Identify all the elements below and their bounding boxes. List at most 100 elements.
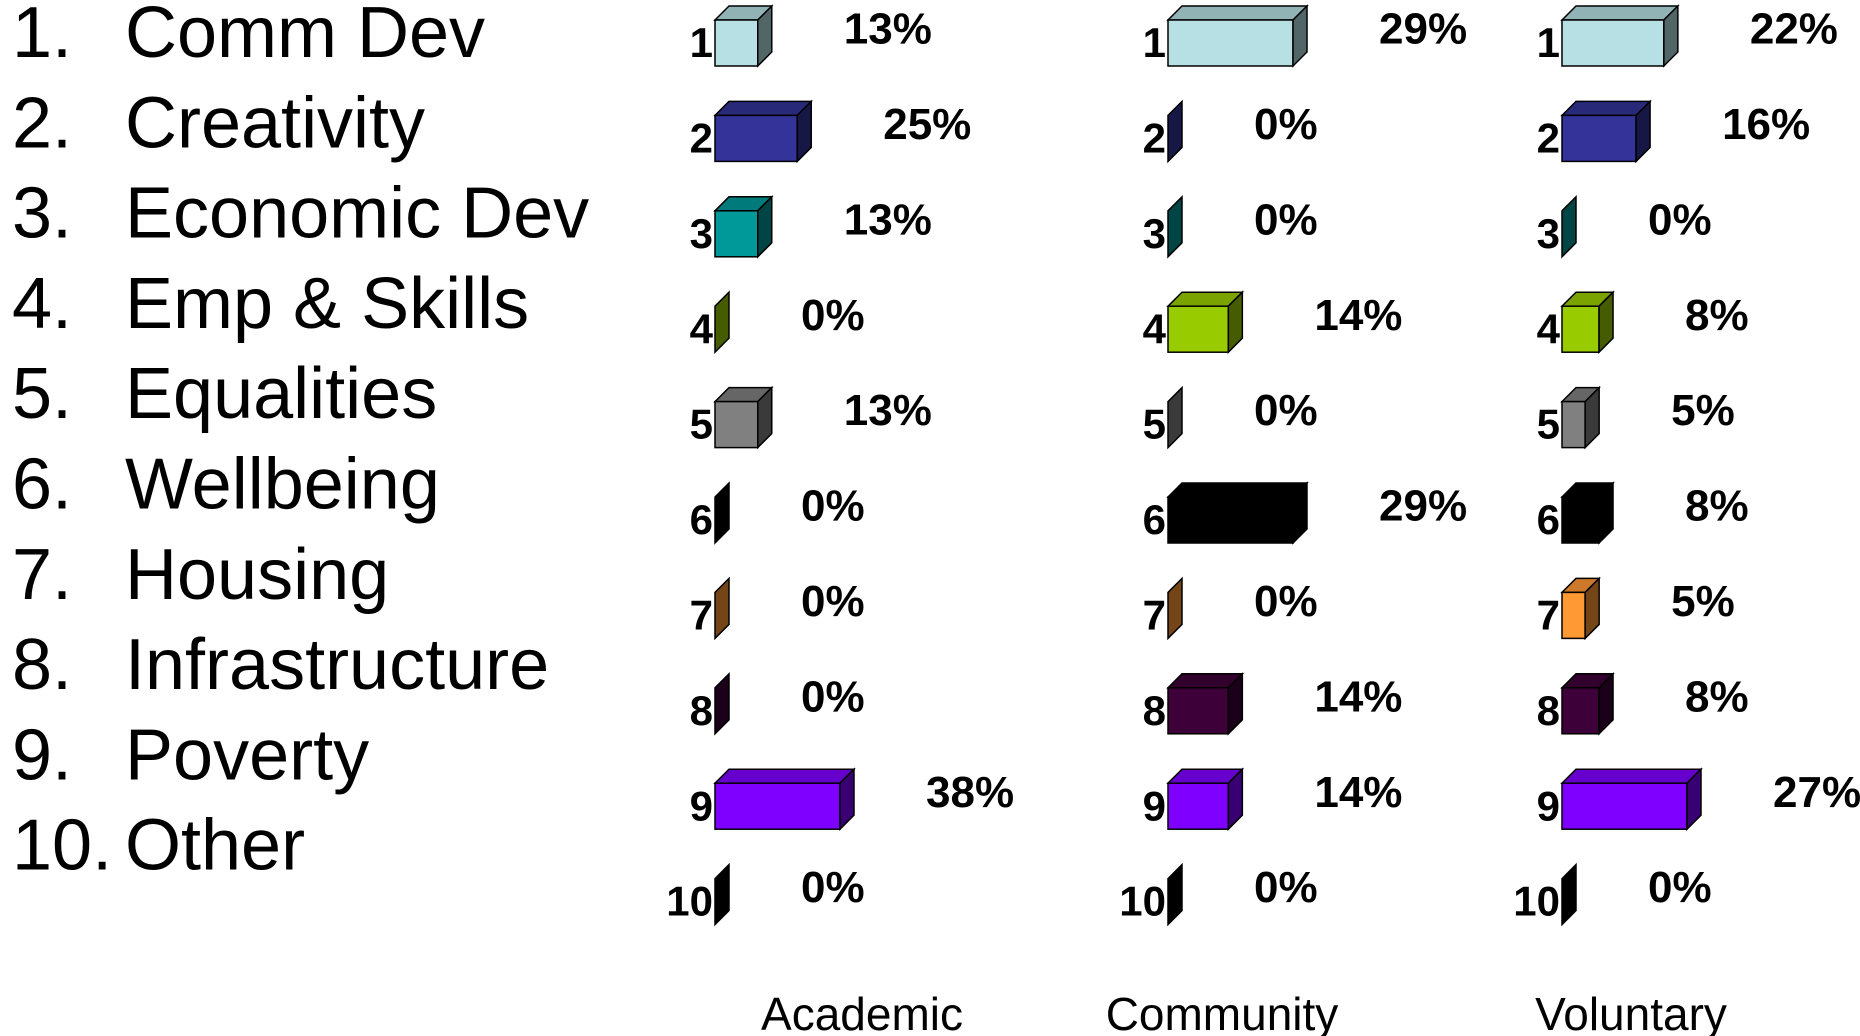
bar-side — [1584, 385, 1600, 450]
legend-number: 3. — [12, 174, 72, 254]
bar — [1167, 496, 1294, 544]
category-label: 2 — [690, 114, 713, 161]
category-label: 6 — [1143, 496, 1166, 543]
bar-top — [1166, 482, 1309, 498]
bar-side — [1598, 671, 1614, 736]
bar-side — [1167, 862, 1183, 927]
category-label: 5 — [1537, 401, 1560, 448]
category-label: 3 — [1537, 210, 1560, 257]
value-label: 0% — [1254, 100, 1318, 149]
value-label: 8% — [1685, 482, 1749, 531]
legend-number: 8. — [12, 625, 72, 705]
bar-side — [839, 767, 855, 832]
legend-number: 9. — [12, 715, 72, 795]
chart-title: Academic — [761, 988, 963, 1036]
bar-side — [1227, 767, 1244, 832]
bar-top — [1166, 5, 1309, 21]
category-label: 7 — [1537, 591, 1560, 638]
category-label: 8 — [1537, 687, 1560, 734]
legend-number: 6. — [12, 445, 72, 525]
legend-label: Equalities — [125, 354, 437, 434]
bar-side — [1561, 862, 1577, 927]
legend-label: Infrastructure — [125, 625, 549, 705]
category-label: 4 — [1143, 305, 1167, 352]
value-label: 0% — [801, 672, 865, 721]
legend: 1. Comm Dev 2. Creativity 3. Economic Dev 4. Em… — [12, 0, 589, 886]
bar-top — [1560, 100, 1652, 117]
bar-top — [1560, 5, 1680, 21]
bar-side — [1598, 481, 1614, 545]
value-label: 14% — [1314, 768, 1402, 817]
category-label: 6 — [1537, 496, 1560, 543]
legend-number: 7. — [12, 535, 72, 615]
bar — [1167, 782, 1230, 830]
bar-side — [1292, 481, 1308, 545]
category-label: 1 — [1143, 19, 1166, 66]
category-label: 7 — [690, 591, 713, 638]
value-label: 14% — [1314, 672, 1402, 721]
bar-chart: 1 29% 2 0% 3 0% 4 14% 5 0% 6 29% 7 0% 8 14% 9 14% 10 0% — [1119, 4, 1467, 927]
legend-label: Wellbeing — [125, 445, 440, 525]
bar-top — [713, 768, 856, 784]
legend-label: Emp & Skills — [125, 264, 529, 344]
value-label: 0% — [801, 291, 865, 340]
category-label: 1 — [1537, 19, 1560, 66]
bar-side — [714, 290, 730, 355]
chart-title: Voluntary — [1535, 988, 1727, 1036]
legend-number: 5. — [12, 354, 72, 434]
category-label: 8 — [690, 687, 713, 734]
bar-side — [757, 4, 773, 68]
bar — [714, 19, 759, 67]
bar-side — [714, 862, 730, 927]
category-label: 3 — [1143, 210, 1166, 257]
legend-label: Economic Dev — [125, 174, 589, 254]
bar-side — [1584, 576, 1600, 641]
bar-top — [1560, 768, 1703, 784]
bar-side — [1292, 4, 1308, 68]
bar — [1561, 591, 1586, 640]
value-label: 0% — [1648, 863, 1712, 912]
legend-label: Other — [125, 806, 305, 886]
value-label: 29% — [1379, 5, 1467, 54]
bar-side — [757, 385, 773, 450]
bar — [1561, 496, 1600, 544]
value-label: 14% — [1314, 291, 1402, 340]
legend-number: 1. — [12, 0, 72, 73]
bar — [1561, 400, 1586, 449]
bar — [1561, 19, 1665, 67]
bar-side — [1167, 194, 1183, 259]
category-label: 10 — [666, 878, 713, 925]
bar-side — [1663, 4, 1679, 68]
category-label: 5 — [690, 401, 713, 448]
value-label: 13% — [844, 386, 932, 435]
value-label: 22% — [1750, 5, 1838, 54]
bar-side — [714, 481, 730, 545]
category-label: 9 — [1143, 782, 1166, 829]
bar — [1167, 687, 1230, 735]
bar — [714, 210, 759, 258]
legend-label: Housing — [125, 535, 389, 615]
legend-label: Comm Dev — [125, 0, 485, 73]
bar-side — [1686, 767, 1702, 832]
bar-side — [757, 194, 773, 259]
category-label: 9 — [1537, 782, 1560, 829]
bar-side — [1635, 99, 1651, 164]
bar — [1167, 305, 1230, 353]
bar — [714, 782, 841, 830]
bar-side — [1167, 385, 1183, 450]
value-label: 13% — [844, 195, 932, 244]
bar-side — [1167, 99, 1183, 164]
category-label: 5 — [1143, 401, 1166, 448]
value-label: 0% — [1254, 863, 1318, 912]
bar-side — [1227, 671, 1244, 736]
chart-title: Community — [1106, 988, 1339, 1036]
value-label: 25% — [883, 100, 971, 149]
value-label: 38% — [926, 768, 1014, 817]
bar — [1167, 19, 1294, 67]
legend-number: 4. — [12, 264, 72, 344]
value-label: 13% — [844, 5, 932, 54]
category-label: 2 — [1143, 114, 1166, 161]
category-label: 10 — [1119, 878, 1166, 925]
category-label: 6 — [690, 496, 713, 543]
